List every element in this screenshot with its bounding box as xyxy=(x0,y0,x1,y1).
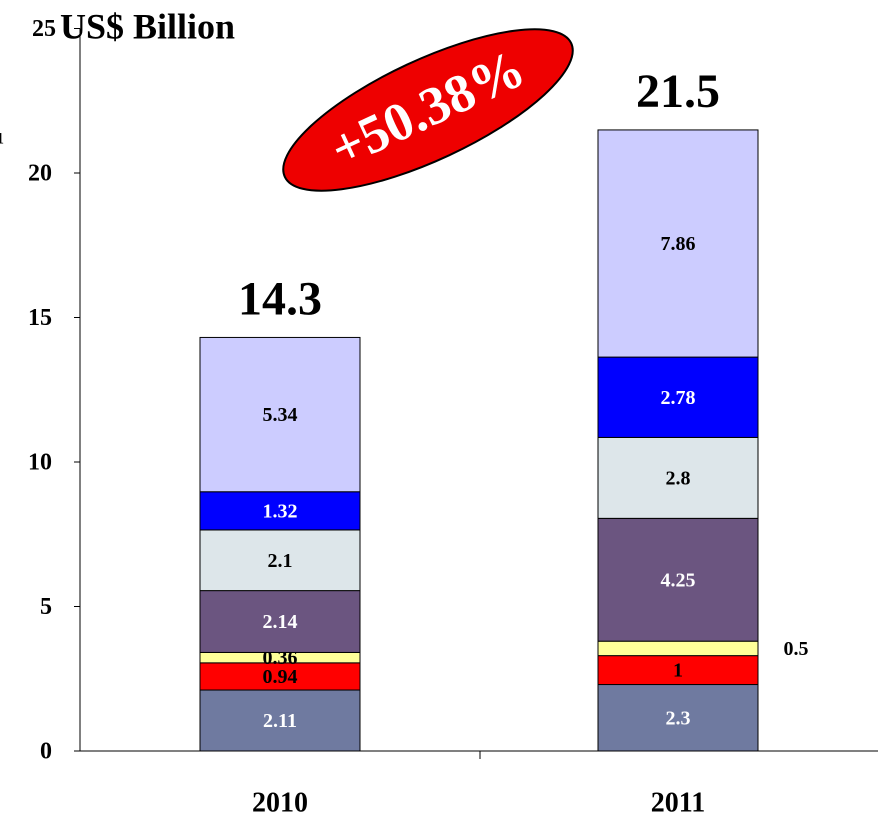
bar-segment xyxy=(199,662,361,691)
value-label: 5.34 xyxy=(263,404,298,426)
bar-segment xyxy=(199,590,361,653)
y-tick-label: 10 xyxy=(28,450,52,476)
annotation-group: +50.38% xyxy=(282,28,574,192)
annotation-ellipse xyxy=(282,28,574,192)
total-label: 21.5 xyxy=(636,65,720,118)
bar-segment xyxy=(597,129,759,358)
value-label: 0.5 xyxy=(784,638,809,660)
axis-title: US$ Billion xyxy=(60,6,235,46)
bar-segment xyxy=(597,684,759,752)
value-label: 2.11 xyxy=(263,710,297,732)
bar-segment xyxy=(597,517,759,642)
side-label: 1 xyxy=(0,131,4,148)
y-tick-label: 5 xyxy=(40,594,52,620)
bar-segment xyxy=(597,436,759,519)
value-label: 1.32 xyxy=(263,500,298,522)
value-label: 2.14 xyxy=(263,611,298,633)
y-tick-label: 25 xyxy=(32,16,56,42)
bar-segment xyxy=(597,356,759,438)
bar-segment xyxy=(597,640,759,657)
value-label: 2.78 xyxy=(661,387,696,409)
bar-segment xyxy=(199,689,361,752)
x-tick-label: 2011 xyxy=(651,787,705,818)
value-label: 2.1 xyxy=(268,550,293,572)
x-tick-label: 2010 xyxy=(252,787,308,818)
value-label: 2.3 xyxy=(666,707,691,729)
value-label: 2.8 xyxy=(666,467,691,489)
value-label: 1 xyxy=(673,660,683,682)
y-tick-label: 0 xyxy=(40,739,52,765)
value-label: 0.94 xyxy=(263,666,298,688)
bar-segment xyxy=(597,655,759,686)
y-tick-label: 20 xyxy=(28,161,52,187)
value-label: 7.86 xyxy=(661,233,696,255)
bar-segment xyxy=(199,529,361,592)
total-label: 14.3 xyxy=(238,272,322,325)
bar-segment xyxy=(199,336,361,493)
value-label: 4.25 xyxy=(661,569,696,591)
y-tick-label: 15 xyxy=(28,305,52,331)
